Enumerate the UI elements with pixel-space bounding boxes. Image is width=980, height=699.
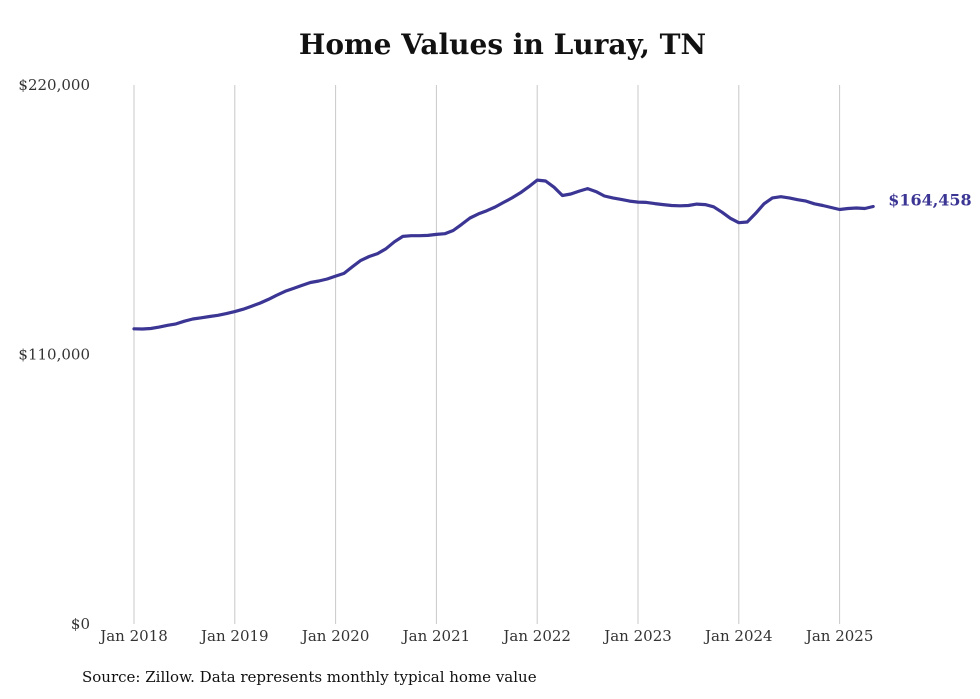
- x-tick-label: Jan 2019: [199, 627, 269, 645]
- y-tick-label: $220,000: [18, 76, 90, 94]
- y-axis-labels: $0 $110,000 $220,000: [18, 76, 90, 633]
- x-tick-label: Jan 2023: [602, 627, 672, 645]
- x-tick-label: Jan 2020: [300, 627, 370, 645]
- x-tick-label: Jan 2025: [804, 627, 874, 645]
- home-value-line: [132, 178, 875, 331]
- gridlines: [133, 85, 841, 624]
- x-tick-label: Jan 2018: [98, 627, 168, 645]
- y-tick-label: $110,000: [18, 346, 90, 364]
- y-tick-label: $0: [71, 615, 90, 633]
- x-tick-label: Jan 2021: [401, 627, 471, 645]
- source-note: Source: Zillow. Data represents monthly …: [82, 668, 537, 686]
- last-value-label: $164,458: [888, 191, 972, 210]
- x-tick-label: Jan 2022: [501, 627, 571, 645]
- chart-title: Home Values in Luray, TN: [298, 28, 707, 61]
- x-tick-label: Jan 2024: [703, 627, 773, 645]
- x-axis-labels: Jan 2018 Jan 2019 Jan 2020 Jan 2021 Jan 2022…: [98, 627, 873, 645]
